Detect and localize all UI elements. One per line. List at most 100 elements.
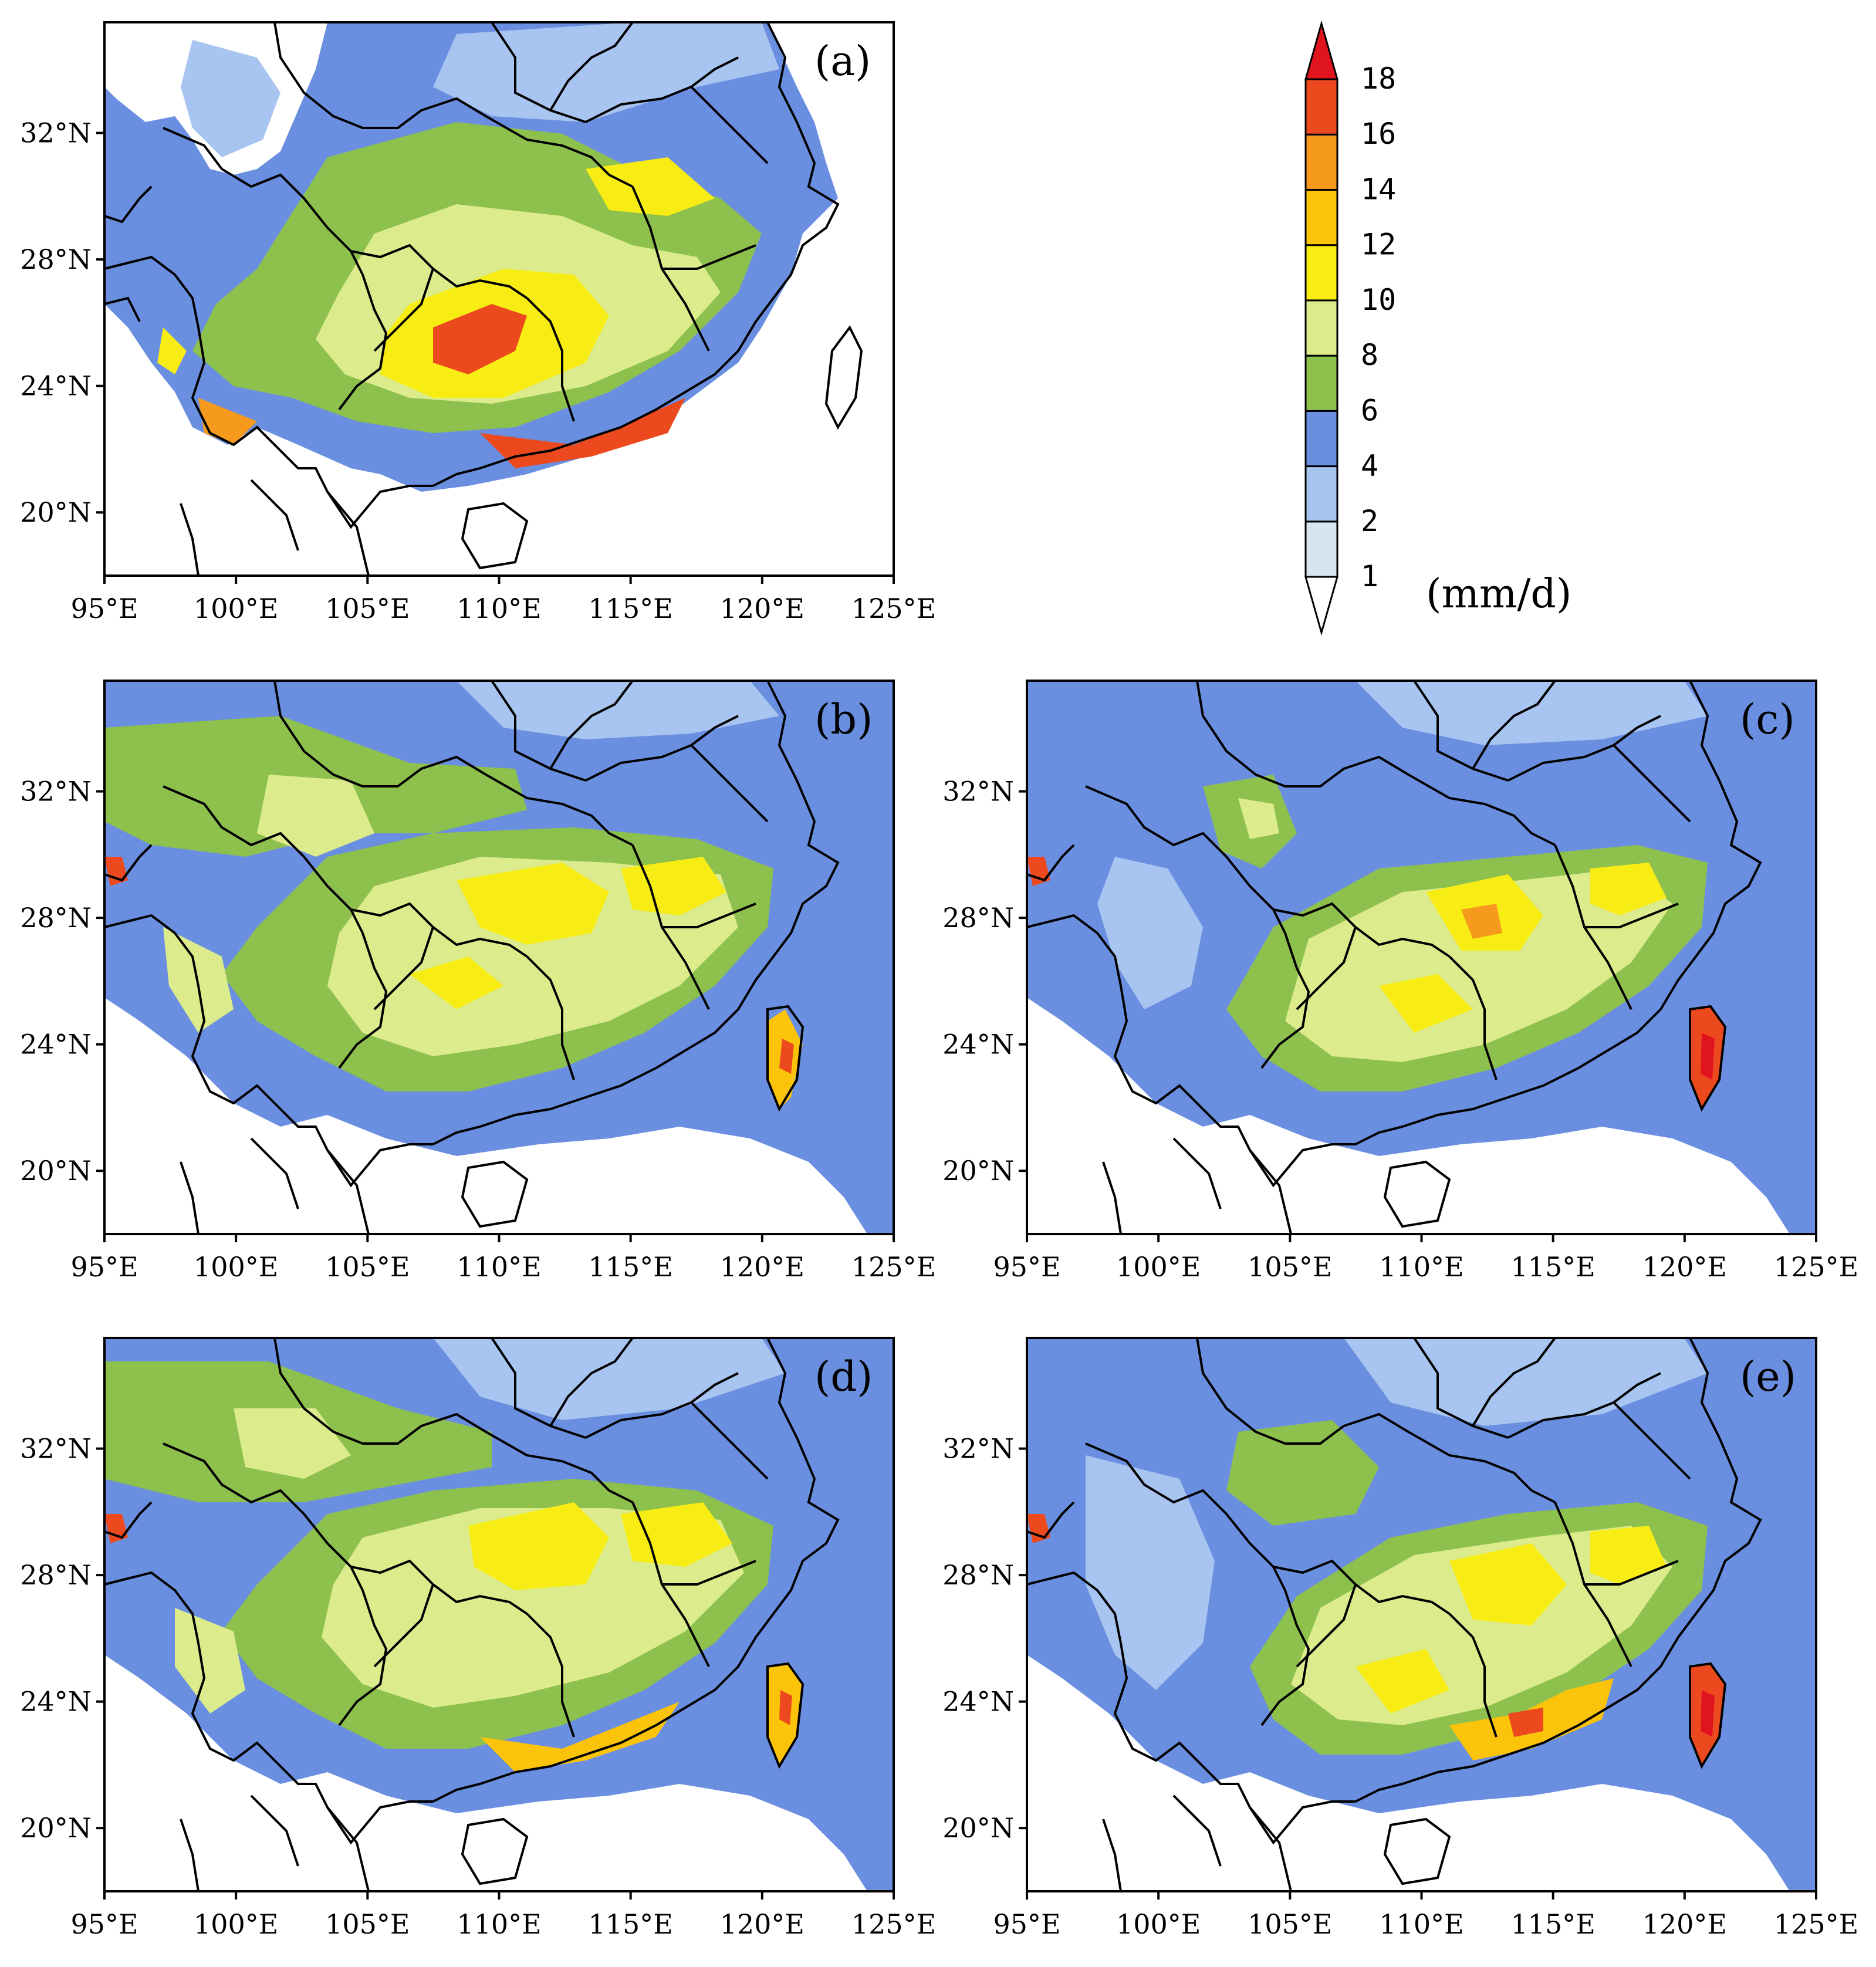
lon-tick-label: 120°E <box>1642 1908 1727 1940</box>
panel-e: (e) <box>1026 1337 1817 1892</box>
panel-label: (e) <box>1740 1353 1796 1401</box>
lat-tick-label: 24°N <box>20 370 92 402</box>
colorbar-box <box>1304 410 1338 468</box>
lat-tick-label: 32°N <box>942 1433 1014 1465</box>
lat-tick-label: 28°N <box>20 244 92 275</box>
lon-tick-label: 125°E <box>851 1908 936 1940</box>
lat-tick-label: 24°N <box>20 1686 92 1718</box>
colorbar-box <box>1304 133 1338 191</box>
lon-tick-label: 95°E <box>993 1251 1060 1283</box>
lat-tick-label: 24°N <box>942 1029 1014 1060</box>
panel-a: (a) <box>103 21 895 577</box>
map-boundaries <box>104 21 863 576</box>
panel-label: (b) <box>814 695 873 743</box>
lon-tick-label: 110°E <box>457 593 541 624</box>
lat-tick-label: 20°N <box>20 1155 92 1187</box>
map-boundaries <box>1026 1337 1762 1892</box>
colorbar-box <box>1304 521 1338 578</box>
lon-tick-label: 95°E <box>70 1908 138 1940</box>
lat-tick-label: 20°N <box>20 496 92 528</box>
lon-tick-label: 95°E <box>993 1908 1060 1940</box>
colorbar-level-label: 4 <box>1361 449 1378 483</box>
precip-field <box>1027 1338 1816 1891</box>
colorbar-box <box>1304 299 1338 357</box>
colorbar-level-label: 18 <box>1361 62 1396 96</box>
lon-tick-label: 105°E <box>325 1251 410 1283</box>
colorbar-level-label: 16 <box>1361 117 1396 151</box>
colorbar-level-label: 1 <box>1361 559 1378 593</box>
panel-label: (c) <box>1740 695 1795 743</box>
lon-tick-label: 100°E <box>194 593 278 624</box>
colorbar-max-triangle <box>1304 20 1338 80</box>
lon-tick-label: 115°E <box>588 1251 672 1283</box>
lon-tick-label: 115°E <box>588 1908 672 1940</box>
lon-tick-label: 125°E <box>851 593 936 624</box>
lat-tick-label: 20°N <box>942 1155 1014 1187</box>
lon-tick-label: 95°E <box>70 593 138 624</box>
colorbar-box <box>1304 465 1338 523</box>
colorbar-units: (mm/d) <box>1426 571 1571 617</box>
lat-tick-label: 28°N <box>942 902 1014 934</box>
lon-tick-label: 110°E <box>1379 1908 1463 1940</box>
colorbar-level-label: 12 <box>1361 228 1396 262</box>
lat-tick-label: 24°N <box>20 1029 92 1060</box>
lat-tick-label: 32°N <box>20 1433 92 1465</box>
panel-d: (d) <box>103 1337 895 1892</box>
lon-tick-label: 110°E <box>1379 1251 1463 1283</box>
lon-tick-label: 115°E <box>588 593 672 624</box>
lat-tick-label: 20°N <box>942 1812 1014 1844</box>
lon-tick-label: 100°E <box>1116 1251 1201 1283</box>
lon-tick-label: 115°E <box>1510 1908 1595 1940</box>
lat-tick-label: 28°N <box>20 1559 92 1591</box>
lat-tick-label: 28°N <box>942 1559 1014 1591</box>
lon-tick-label: 95°E <box>70 1251 138 1283</box>
lon-tick-label: 110°E <box>457 1908 541 1940</box>
colorbar-box <box>1304 354 1338 412</box>
lon-tick-label: 120°E <box>1642 1251 1727 1283</box>
lon-tick-label: 105°E <box>1248 1908 1332 1940</box>
colorbar-box <box>1304 78 1338 136</box>
lat-tick-label: 32°N <box>20 117 92 149</box>
lon-tick-label: 120°E <box>720 1251 805 1283</box>
colorbar-level-label: 8 <box>1361 338 1378 372</box>
lon-tick-label: 105°E <box>325 593 410 624</box>
axes-layer: 95°E 100°E 105°E 110°E 115°E 120°E 125°E32°N28… <box>20 117 1858 1940</box>
panel-label: (d) <box>814 1353 873 1401</box>
lon-tick-label: 120°E <box>720 1908 805 1940</box>
lon-tick-label: 115°E <box>1510 1251 1595 1283</box>
lon-tick-label: 120°E <box>720 593 805 624</box>
colorbar-box <box>1304 188 1338 246</box>
panel-b: (b) <box>103 680 895 1235</box>
lon-tick-label: 125°E <box>1774 1251 1858 1283</box>
map-boundaries <box>104 680 840 1235</box>
lon-tick-label: 125°E <box>1774 1908 1858 1940</box>
precip-field <box>104 1338 894 1891</box>
colorbar-level-label: 2 <box>1361 504 1378 538</box>
colorbar-level-label: 6 <box>1361 393 1378 427</box>
colorbar-level-label: 14 <box>1361 172 1396 206</box>
precip-field <box>104 22 894 576</box>
lon-tick-label: 105°E <box>325 1908 410 1940</box>
lat-tick-label: 32°N <box>20 776 92 807</box>
lon-tick-label: 100°E <box>194 1251 278 1283</box>
lat-tick-label: 28°N <box>20 902 92 934</box>
lat-tick-label: 32°N <box>942 776 1014 807</box>
lat-tick-label: 20°N <box>20 1812 92 1844</box>
colorbar-level-label: 10 <box>1361 283 1396 317</box>
map-boundaries <box>1026 680 1762 1235</box>
colorbar-min-triangle <box>1304 576 1338 636</box>
lon-tick-label: 105°E <box>1248 1251 1332 1283</box>
lon-tick-label: 100°E <box>194 1908 278 1940</box>
lat-tick-label: 24°N <box>942 1686 1014 1718</box>
precip-field <box>1027 681 1816 1234</box>
map-boundaries <box>104 1337 840 1892</box>
precip-field <box>104 681 894 1234</box>
lon-tick-label: 100°E <box>1116 1908 1201 1940</box>
colorbar-box <box>1304 244 1338 302</box>
panel-label: (a) <box>814 37 871 85</box>
lon-tick-label: 125°E <box>851 1251 936 1283</box>
lon-tick-label: 110°E <box>457 1251 541 1283</box>
panel-c: (c) <box>1026 680 1817 1235</box>
